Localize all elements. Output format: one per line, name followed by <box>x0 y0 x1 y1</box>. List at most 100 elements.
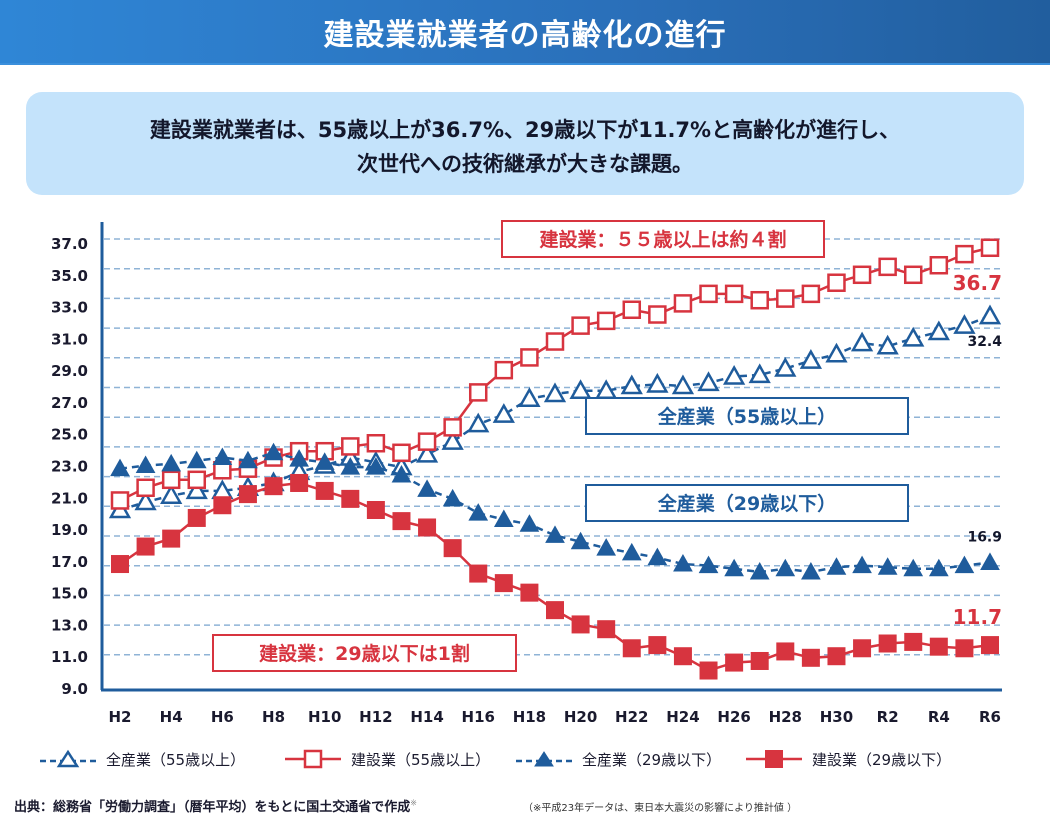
data-point <box>134 490 157 511</box>
data-point <box>725 653 744 672</box>
x-tick-label: H4 <box>160 708 183 726</box>
data-point <box>520 583 539 602</box>
x-tick-label: H2 <box>109 708 132 726</box>
data-point <box>850 331 874 352</box>
series-3 <box>111 473 999 680</box>
data-point <box>724 284 744 304</box>
x-tick-label: R4 <box>928 708 950 726</box>
annotation-box <box>585 397 909 435</box>
data-point <box>903 558 924 577</box>
data-point <box>673 647 692 666</box>
data-point <box>748 363 771 384</box>
data-point <box>801 648 820 667</box>
data-point <box>776 289 795 308</box>
end-labels-group: 32.4 36.7 16.9 11.7 <box>953 271 1003 629</box>
data-point <box>699 661 718 680</box>
data-point <box>417 479 437 497</box>
data-point <box>648 636 667 655</box>
filled-square-icon <box>746 750 802 768</box>
x-tick-label: H14 <box>410 708 443 726</box>
data-point <box>340 457 361 475</box>
data-point <box>927 320 950 341</box>
y-tick-label: 33.0 <box>51 299 88 317</box>
data-point <box>110 458 130 477</box>
data-point <box>518 387 541 407</box>
data-point <box>263 442 284 461</box>
annotation-box <box>585 484 909 522</box>
data-point <box>392 512 411 531</box>
legend-item-all-55: 全産業（55歳以上） <box>38 744 245 774</box>
data-point <box>162 529 181 548</box>
end-value-label: 11.7 <box>953 605 1002 629</box>
data-point <box>443 418 462 437</box>
data-point <box>341 437 360 456</box>
data-point <box>904 632 923 651</box>
data-point <box>494 360 514 380</box>
data-point <box>571 316 590 335</box>
legend-label: 全産業（29歳以下） <box>582 750 722 769</box>
data-point <box>341 489 360 508</box>
annotation-text: 建設業：５５歳以上は約４割 <box>539 228 786 251</box>
data-point <box>546 601 564 620</box>
x-tick-label: H10 <box>308 708 341 726</box>
y-tick-label: 9.0 <box>61 680 88 698</box>
annotation-text: 全産業（55歳以上） <box>657 405 836 428</box>
x-tick-label: H20 <box>564 708 597 726</box>
data-point <box>187 508 206 527</box>
data-point <box>954 555 975 574</box>
data-point <box>289 449 309 467</box>
data-point <box>494 574 513 593</box>
y-tick-label: 19.0 <box>51 521 88 539</box>
data-point <box>366 501 385 519</box>
legend-item-con-55: 建設業（55歳以上） <box>283 744 490 774</box>
y-tick-label: 35.0 <box>51 267 88 285</box>
y-tick-label: 13.0 <box>51 616 88 634</box>
data-point <box>646 372 669 393</box>
x-tick-label: H16 <box>462 708 495 726</box>
data-point <box>213 496 232 515</box>
data-point <box>443 539 462 558</box>
annotation-con55: 建設業：５５歳以上は約４割 <box>501 220 825 258</box>
data-point <box>596 538 617 556</box>
data-point <box>827 273 846 292</box>
y-axis-ticks: 37.0 35.0 33.0 31.0 29.0 27.0 25.0 23.0 21.0 19.0… <box>51 235 88 698</box>
x-tick-label: H6 <box>211 708 234 726</box>
data-point <box>825 342 848 363</box>
data-point <box>493 509 514 528</box>
data-point <box>161 453 182 472</box>
data-point <box>673 294 693 313</box>
data-point <box>750 290 769 310</box>
data-point <box>826 557 847 575</box>
data-point <box>801 561 821 580</box>
data-point <box>314 452 335 470</box>
legend-label: 建設業（29歳以下） <box>812 750 952 769</box>
data-point <box>160 484 183 504</box>
data-point <box>801 284 821 304</box>
data-point <box>620 374 643 395</box>
data-point <box>981 636 999 655</box>
data-point <box>775 558 796 577</box>
data-point <box>392 443 411 463</box>
annotation-box <box>212 634 517 672</box>
x-tick-label: H30 <box>820 708 853 726</box>
data-point <box>852 555 872 574</box>
annotation-all55: 全産業（55歳以上） <box>585 397 909 435</box>
end-value-label: 32.4 <box>967 334 1002 350</box>
summary-box: 建設業就業者は、55歳以上が36.7%、29歳以下が11.7%と高齢化が進行し、… <box>26 92 1024 195</box>
data-point <box>161 470 181 490</box>
data-point <box>902 326 925 347</box>
filled-triangle-dashed-icon <box>516 751 572 767</box>
data-point <box>366 457 386 475</box>
data-point <box>418 518 437 537</box>
data-point <box>467 412 490 433</box>
data-point <box>136 537 155 556</box>
data-point <box>799 349 823 369</box>
y-tick-label: 15.0 <box>51 585 88 603</box>
data-point <box>699 284 718 304</box>
data-point <box>697 371 720 392</box>
data-point <box>111 555 129 574</box>
data-point <box>953 314 976 334</box>
x-tick-label: H24 <box>666 708 699 726</box>
x-tick-label: R2 <box>877 708 899 726</box>
data-point <box>238 485 257 504</box>
